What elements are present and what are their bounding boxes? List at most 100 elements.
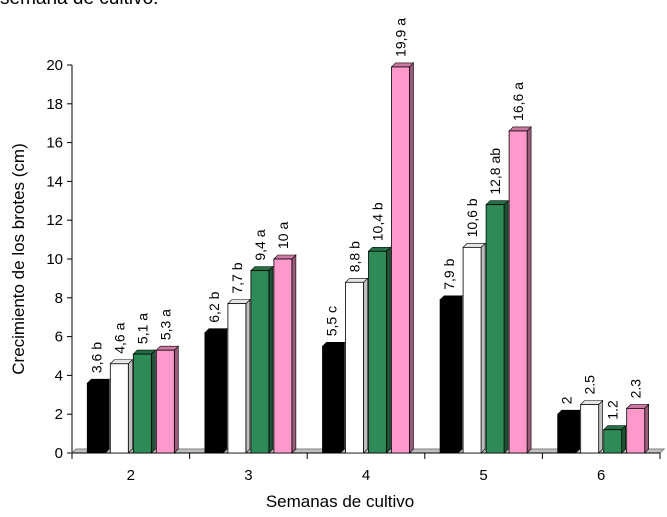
bar-top <box>227 299 251 304</box>
bar-side <box>222 327 228 454</box>
data-label: 2 <box>559 396 575 404</box>
bar-side <box>409 62 414 454</box>
bar-top <box>367 246 392 252</box>
y-tick-label: 16 <box>46 135 63 152</box>
data-label: 8,8 b <box>347 241 363 272</box>
bar-top <box>204 328 228 334</box>
y-tick-label: 20 <box>46 57 63 74</box>
bar-top <box>439 295 463 301</box>
bar <box>273 258 293 454</box>
bar-top <box>579 400 604 405</box>
bar <box>439 299 459 454</box>
bar-side <box>291 254 297 454</box>
data-label: 10,6 b <box>464 198 480 237</box>
bar-side <box>340 341 345 454</box>
bar-side <box>105 378 110 454</box>
bar-top <box>132 349 157 355</box>
y-tick-label: 12 <box>46 212 63 229</box>
y-tick-label: 4 <box>55 367 63 384</box>
y-tick-label: 0 <box>55 445 63 462</box>
bar <box>485 204 505 454</box>
x-tick-label: 4 <box>362 467 370 484</box>
bar-top <box>462 243 486 248</box>
y-tick-label: 14 <box>46 173 63 190</box>
bar <box>227 303 247 454</box>
x-tick-label: 6 <box>597 467 605 484</box>
bar-side <box>363 277 368 454</box>
bar <box>109 363 129 454</box>
data-label: 4,6 a <box>111 322 127 353</box>
bar-side <box>268 265 274 454</box>
bar-top <box>602 425 627 431</box>
bar <box>508 130 528 454</box>
y-tick-label: 6 <box>55 329 63 346</box>
y-tick-label: 8 <box>55 290 63 307</box>
bar-side <box>503 199 509 454</box>
bar-side <box>128 359 133 454</box>
bar-side <box>480 242 486 454</box>
data-label: 6,2 b <box>206 291 222 322</box>
x-axis-title: Semanas de cultivo <box>266 492 414 511</box>
bar <box>368 250 387 454</box>
bar <box>391 66 410 454</box>
x-axis: 2 3 4 5 6 <box>70 448 666 484</box>
data-label: 3,6 b <box>88 342 104 373</box>
bar-top <box>86 378 111 384</box>
bar-side <box>575 409 581 454</box>
y-axis-title: Crecimiento de los brotes (cm) <box>9 143 28 374</box>
data-label: 5,5 c <box>324 306 340 336</box>
bar <box>557 413 577 454</box>
bar-top <box>155 345 180 351</box>
data-label: 19,9 a <box>393 18 409 57</box>
bar-top <box>390 62 415 68</box>
bar-side <box>457 295 463 454</box>
bar-side <box>386 246 391 454</box>
data-label: 7,7 b <box>229 262 245 293</box>
bar <box>462 246 482 454</box>
bar-side <box>245 298 251 454</box>
bars <box>86 62 650 454</box>
data-labels: 3,6 b 4,6 a 5,1 a 5,3 a 6,2 b 7,7 b 9,4 a 10 a 5… <box>88 18 643 420</box>
bar-top <box>344 277 369 283</box>
x-tick-label: 5 <box>479 467 487 484</box>
bar <box>322 345 341 454</box>
bar-side <box>526 126 532 454</box>
bar <box>132 353 152 454</box>
bar-side <box>621 424 627 454</box>
y-tick-label: 2 <box>55 406 63 423</box>
y-tick-label: 18 <box>46 96 63 113</box>
data-label: 1.2 <box>605 400 621 420</box>
data-label: 10,4 b <box>370 202 386 241</box>
data-label: 10 a <box>275 222 291 249</box>
bar <box>250 270 270 454</box>
data-label: 5,1 a <box>134 313 150 344</box>
data-label: 5,3 a <box>157 309 173 340</box>
data-label: 9,4 a <box>252 229 268 260</box>
bar-top <box>273 254 297 260</box>
bar-top <box>556 409 581 415</box>
bar-side <box>151 349 156 454</box>
bar <box>155 349 175 454</box>
y-tick-label: 10 <box>46 251 63 268</box>
bar <box>626 407 646 454</box>
bar-top <box>250 266 274 271</box>
data-label: 12,8 ab <box>487 148 503 195</box>
bar <box>345 281 364 454</box>
x-tick-label: 3 <box>244 467 252 484</box>
bar-top <box>508 126 532 132</box>
bar <box>86 382 106 454</box>
bar-top <box>109 359 134 365</box>
bar-side <box>174 345 179 454</box>
bar-top <box>625 404 650 409</box>
data-label: 7,9 b <box>441 258 457 289</box>
data-label: 2.3 <box>628 379 644 399</box>
bar <box>204 332 224 454</box>
x-tick-label: 2 <box>127 467 135 484</box>
y-axis: 0 2 4 6 8 10 12 14 16 18 20 <box>46 57 73 462</box>
bar-top <box>321 341 346 347</box>
data-label: 16,6 a <box>510 82 526 121</box>
chart-caption: semana de cultivo. <box>0 0 667 28</box>
bar-side <box>598 399 604 454</box>
bar-top <box>485 200 509 205</box>
